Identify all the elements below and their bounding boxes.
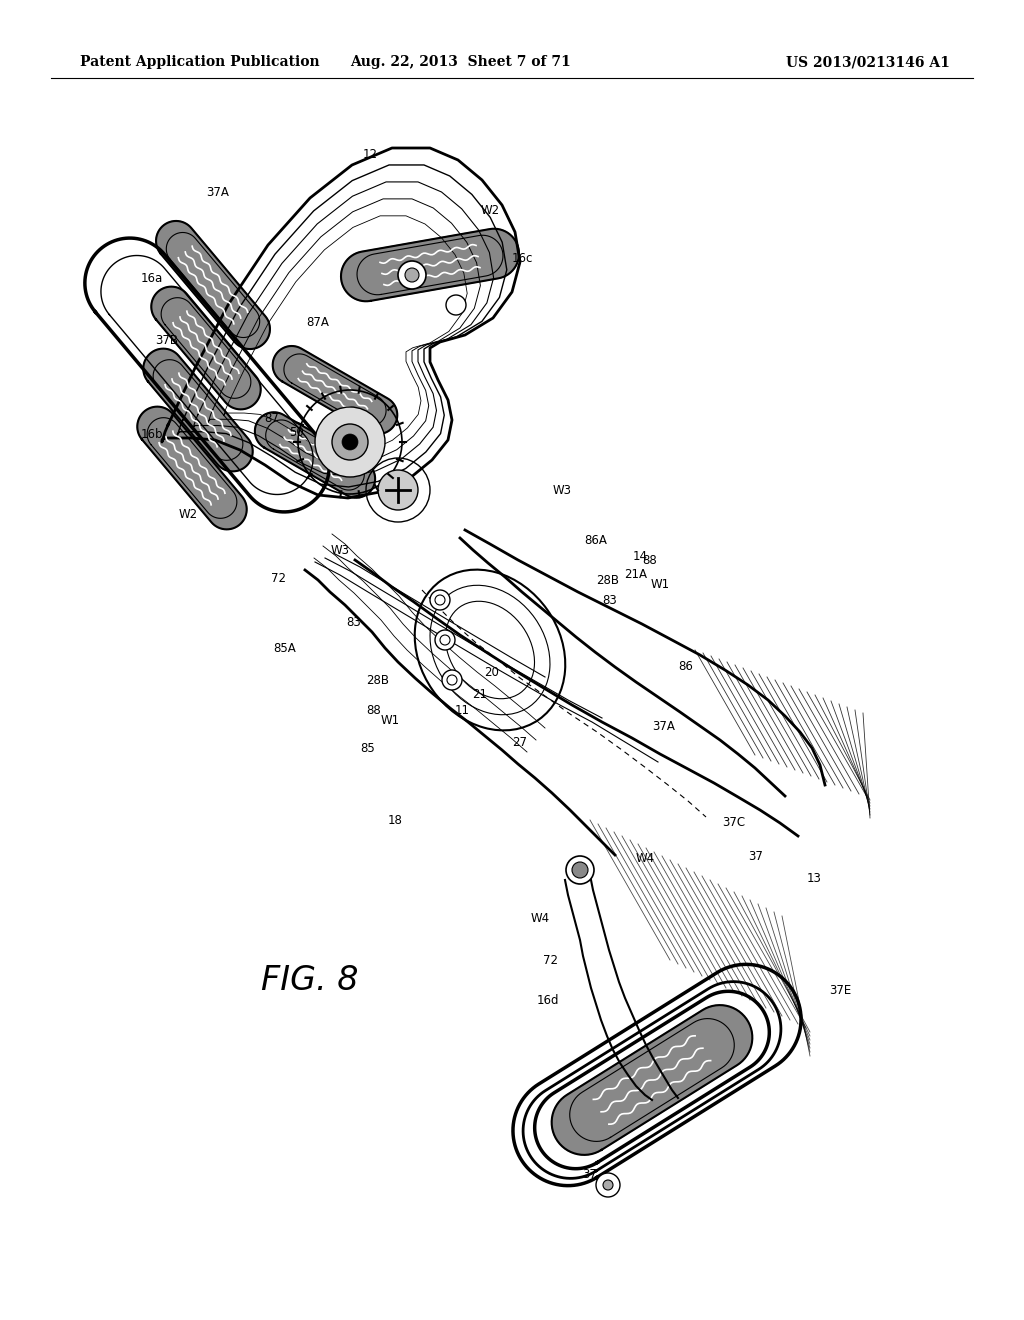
Text: 11: 11 xyxy=(455,704,469,717)
Polygon shape xyxy=(156,220,270,348)
Text: 12: 12 xyxy=(362,149,378,161)
Circle shape xyxy=(398,261,426,289)
Text: 50: 50 xyxy=(289,425,303,438)
Text: 21: 21 xyxy=(472,689,487,701)
Circle shape xyxy=(596,1173,620,1197)
Text: 85: 85 xyxy=(360,742,376,755)
Text: 37B: 37B xyxy=(156,334,178,346)
Text: W4: W4 xyxy=(530,912,550,924)
Text: W3: W3 xyxy=(331,544,349,557)
Text: Aug. 22, 2013  Sheet 7 of 71: Aug. 22, 2013 Sheet 7 of 71 xyxy=(349,55,570,69)
Text: US 2013/0213146 A1: US 2013/0213146 A1 xyxy=(786,55,950,69)
Text: 72: 72 xyxy=(270,572,286,585)
Circle shape xyxy=(342,434,358,450)
Text: 85A: 85A xyxy=(273,642,296,655)
Text: 16b: 16b xyxy=(140,429,163,441)
Text: 86A: 86A xyxy=(585,533,607,546)
Circle shape xyxy=(567,858,587,878)
Polygon shape xyxy=(272,346,397,434)
Text: 37: 37 xyxy=(749,850,764,862)
Circle shape xyxy=(332,424,368,459)
Text: 16c: 16c xyxy=(511,252,532,264)
Circle shape xyxy=(572,862,588,878)
Text: W1: W1 xyxy=(650,578,670,591)
Polygon shape xyxy=(255,412,375,498)
Text: 28B: 28B xyxy=(597,573,620,586)
Text: Patent Application Publication: Patent Application Publication xyxy=(80,55,319,69)
Polygon shape xyxy=(137,407,247,529)
Circle shape xyxy=(440,635,450,645)
Text: 14: 14 xyxy=(633,549,647,562)
Text: W2: W2 xyxy=(178,507,198,520)
Circle shape xyxy=(603,1180,613,1191)
Circle shape xyxy=(435,595,445,605)
Text: W1: W1 xyxy=(381,714,399,726)
Text: W3: W3 xyxy=(553,483,571,496)
Text: W2: W2 xyxy=(480,203,500,216)
Text: 18: 18 xyxy=(387,813,402,826)
Circle shape xyxy=(406,268,419,282)
Text: 37: 37 xyxy=(583,1168,597,1181)
Circle shape xyxy=(315,407,385,477)
Text: 37E: 37E xyxy=(828,983,851,997)
Text: 37C: 37C xyxy=(723,816,745,829)
Text: 20: 20 xyxy=(484,665,500,678)
Text: 13: 13 xyxy=(807,871,821,884)
Text: W4: W4 xyxy=(636,851,654,865)
Polygon shape xyxy=(152,286,261,409)
Text: 88: 88 xyxy=(367,704,381,717)
Text: 72: 72 xyxy=(543,953,557,966)
Text: 28B: 28B xyxy=(367,673,389,686)
Text: 37A: 37A xyxy=(207,186,229,198)
Text: 16a: 16a xyxy=(141,272,163,285)
Text: 16d: 16d xyxy=(537,994,559,1006)
Circle shape xyxy=(447,675,457,685)
Circle shape xyxy=(572,863,582,873)
Text: 27: 27 xyxy=(512,735,527,748)
Circle shape xyxy=(435,630,455,649)
Circle shape xyxy=(378,470,418,510)
Text: 83: 83 xyxy=(347,615,361,628)
Circle shape xyxy=(442,671,462,690)
Text: 83: 83 xyxy=(603,594,617,606)
Text: 88: 88 xyxy=(643,553,657,566)
Circle shape xyxy=(446,294,466,315)
Polygon shape xyxy=(341,228,519,301)
Circle shape xyxy=(566,855,594,884)
Polygon shape xyxy=(552,1005,753,1155)
Text: 21A: 21A xyxy=(625,569,647,582)
Text: 87A: 87A xyxy=(306,315,330,329)
Text: 86: 86 xyxy=(679,660,693,672)
Polygon shape xyxy=(143,348,253,471)
Circle shape xyxy=(430,590,450,610)
Text: 37A: 37A xyxy=(652,719,676,733)
Text: 87: 87 xyxy=(264,412,280,425)
Text: FIG. 8: FIG. 8 xyxy=(261,964,358,997)
